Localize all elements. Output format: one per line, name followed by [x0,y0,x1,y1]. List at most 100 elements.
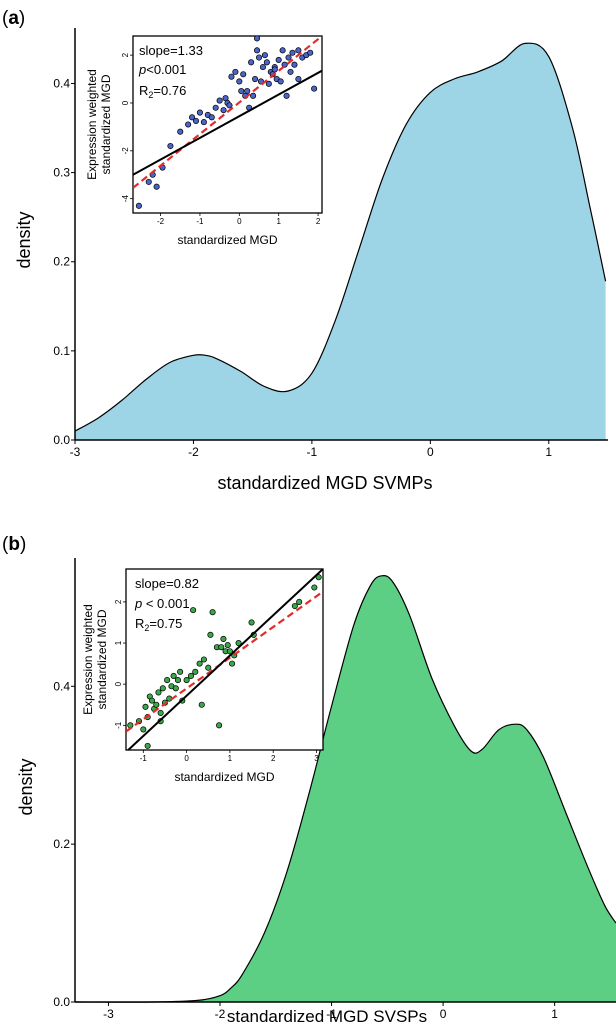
panel-b-density-area [75,575,616,1003]
panel-b-inset-y-tick-label: 0 [114,681,123,686]
panel-a-inset-frame [132,35,323,214]
panel-a-inset-point [167,142,174,150]
panel-a-inset-point [253,36,261,42]
panel-b-inset-point [207,631,214,638]
panel-b-inset-x-tick-label: 0 [184,754,189,763]
panel-b-inset-point [172,685,179,692]
panel-a-inset-plot-area [133,36,322,209]
panel-a-inset-y-tick-label: 0 [121,100,130,105]
panel-b-inset-x-tick-label: 3 [314,754,319,763]
panel-a-inset-point [216,97,223,104]
panel-a-inset-point [244,87,251,95]
panel-a-inset-point [240,71,247,78]
panel-a-inset-point [271,66,278,73]
panel-a-inset-y-tick-label: -4 [121,195,130,203]
panel-b-x-tick-label: -1 [326,1007,337,1021]
panel-b-inset-point [226,648,233,655]
panel-a-inset-ylabel-line: standardized MGD [99,74,113,174]
panel-a-inset-point [189,114,196,121]
panel-b-inset-point [155,689,162,696]
panel-a-inset-point [177,128,184,135]
panel-a-inset-point [248,59,255,66]
panel-a-density-plot: -3 -2 -1 0 1 0.0 0.1 0.2 0.3 0.4 [53,28,608,459]
panel-b-inset-fit-line [126,569,323,750]
panel-a-y-tick-label: 0.4 [53,76,70,90]
panel-a-inset-point [232,68,239,75]
panel-b-inset-p-text: p < 0.001 [134,596,190,611]
panel-b-y-tick-label: 0.4 [53,679,70,693]
panel-b-inset-point [220,635,227,642]
panel-b-label: (b) [2,534,26,555]
panel-b-inset-point [174,677,182,684]
panel-a-inset-xlabel: standardized MGD [177,233,277,247]
panel-a-inset-point [291,61,298,68]
panel-a-inset-r2-text: R2=0.76 [139,83,186,100]
panel-b-x-tick-label: -2 [215,1007,226,1021]
panel-b-density-curve [74,575,616,1003]
panel-b-inset-x-tick-label: 2 [271,754,276,763]
panel-a-x-tick-label: 0 [427,445,434,459]
panel-b-density-plot: -3 -2 -1 0 1 0.0 0.2 0.4 [53,558,616,1021]
panel-b-inset-plot-area [126,569,323,750]
panel-b-ylabel: density [16,758,36,815]
panel-b-inset-point [190,607,197,614]
panel-b-xlabel: standardized MGD SVSPs [227,1007,427,1026]
panel-b-inset-point [144,742,151,749]
panel-a-y-tick-label: 0.3 [53,166,70,180]
panel-a-inset-slope-text: slope=1.33 [139,43,203,58]
panel-a-inset-point [250,92,257,99]
panel-b-inset-point [209,609,216,616]
panel-b-inset-xlabel: standardized MGD [174,770,274,784]
panel-b-inset-point [140,726,147,733]
panel-a-inset-point [220,107,227,114]
panel-a-inset-point [275,56,282,63]
panel-a-inset-point [295,47,302,54]
panel-a-inset-point [283,92,290,99]
panel-b-inset-point [183,677,190,684]
panel-a-inset-point [255,54,263,61]
panel-b-inset-point [311,584,318,591]
panel-b-inset-point [142,703,149,710]
panel-a-inset-point [185,121,192,128]
panel-a-inset-point [135,202,142,209]
panel-a-inset-point [259,64,266,71]
panel-b-inset-point [153,701,160,708]
panel-b-inset-point [164,677,171,684]
panel-a-inset-point [200,119,207,126]
panel-b-x-tick-label: -3 [103,1007,114,1021]
panel-a-inset-point [196,109,203,116]
panel-b-inset-point [196,660,203,667]
panel-a-inset-point [287,68,294,75]
panel-b-inset-point [235,639,242,647]
panel-a-inset-y-tick-label: 2 [121,52,130,57]
panel-a-label: (a) [2,8,25,29]
panel-b-inset-point [159,685,166,692]
panel-a-inset-point [212,104,219,111]
panel-a-inset-identity-line [133,36,322,189]
panel-b-inset-point [200,656,207,663]
panel-b-inset-point [216,722,223,729]
panel-b-inset-point [177,668,184,675]
panel-b-inset-point [148,697,156,704]
panel-a-x-tick-label: -3 [70,445,81,459]
panel-a-y-tick-label: 0.2 [53,255,70,269]
panel-a-inset-point [238,87,245,95]
panel-a-density-curve [74,42,607,432]
panel-a-ylabel: density [14,211,34,268]
panel-b-x-tick-label: 0 [440,1007,447,1021]
panel-b-inset-y-tick-label: -1 [114,721,123,729]
panel-a-inset-fit-line [133,69,322,176]
panel-a-inset-point [253,47,261,54]
panel-b-inset-y-tick-label: 2 [114,599,123,604]
panel-a-x-tick-label: -2 [188,445,199,459]
panel-a-inset-x-tick-label: 0 [237,217,242,226]
panel-a-inset-point [295,76,302,83]
panel-b-inset-x-tick-label: 1 [228,754,233,763]
panel-a-inset-ylabel-line: Expression weighted [85,69,99,180]
panel-a-inset-point [289,49,296,56]
panel-a-inset-point [265,80,272,87]
panel-b-inset-x-tick-label: -1 [140,754,148,763]
panel-a-inset-point [277,78,284,85]
